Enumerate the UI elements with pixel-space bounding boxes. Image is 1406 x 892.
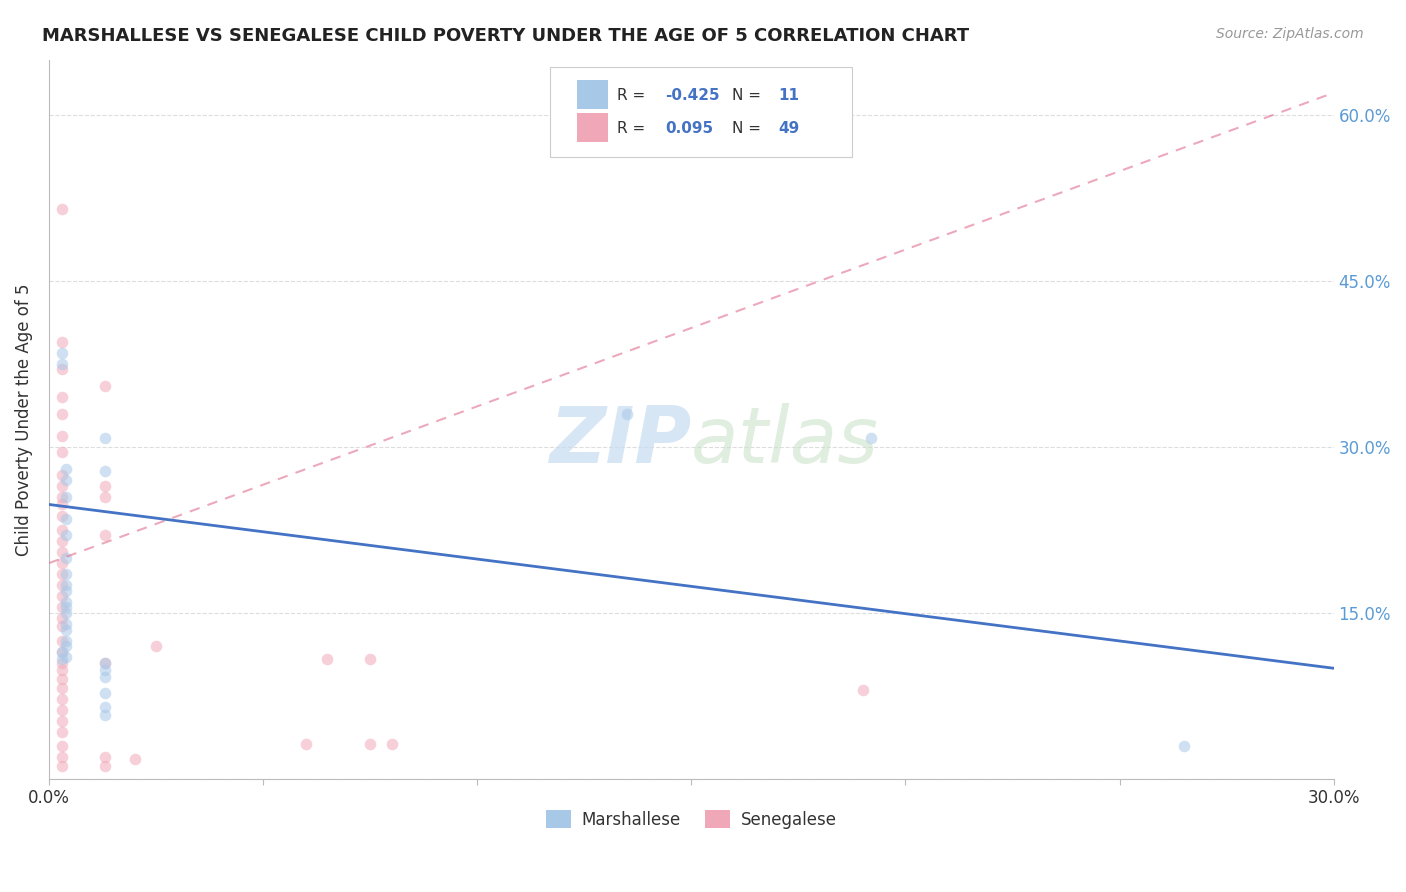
Point: [93, 379, 115, 393]
Text: 49: 49: [779, 121, 800, 136]
Point: [51, 590, 73, 604]
Point: [93, 478, 115, 492]
Point: [51, 645, 73, 659]
Point: [380, 737, 402, 751]
Point: [51, 357, 73, 371]
Point: [93, 431, 115, 445]
Text: N =: N =: [733, 87, 766, 103]
Point: [359, 652, 381, 666]
Point: [51, 645, 73, 659]
Point: [93, 685, 115, 699]
Text: 11: 11: [779, 87, 800, 103]
FancyBboxPatch shape: [576, 80, 607, 109]
Point: [295, 737, 318, 751]
Point: [55, 623, 77, 637]
Point: [51, 467, 73, 482]
Point: [55, 639, 77, 653]
Point: [93, 707, 115, 722]
FancyBboxPatch shape: [550, 67, 852, 157]
Point: [55, 567, 77, 582]
Point: [51, 490, 73, 504]
Text: ZIP: ZIP: [550, 403, 692, 479]
Point: [860, 431, 883, 445]
Point: [51, 362, 73, 376]
Point: [93, 464, 115, 478]
Point: [93, 528, 115, 542]
Point: [51, 664, 73, 678]
Point: [93, 670, 115, 684]
Y-axis label: Child Poverty Under the Age of 5: Child Poverty Under the Age of 5: [15, 283, 32, 556]
Point: [51, 429, 73, 443]
Point: [852, 683, 875, 698]
Text: MARSHALLESE VS SENEGALESE CHILD POVERTY UNDER THE AGE OF 5 CORRELATION CHART: MARSHALLESE VS SENEGALESE CHILD POVERTY …: [42, 27, 969, 45]
Point: [51, 633, 73, 648]
Point: [55, 633, 77, 648]
Text: Source: ZipAtlas.com: Source: ZipAtlas.com: [1216, 27, 1364, 41]
Point: [51, 567, 73, 582]
Text: R =: R =: [617, 121, 650, 136]
Point: [51, 692, 73, 706]
Point: [359, 737, 381, 751]
Point: [51, 681, 73, 695]
Point: [93, 758, 115, 772]
Text: -0.425: -0.425: [665, 87, 720, 103]
Point: [51, 202, 73, 216]
Point: [51, 508, 73, 523]
Point: [51, 600, 73, 615]
Point: [51, 673, 73, 687]
Point: [145, 639, 167, 653]
Point: [93, 749, 115, 764]
Point: [51, 758, 73, 772]
Point: [51, 556, 73, 570]
Point: [55, 583, 77, 598]
Point: [51, 533, 73, 548]
Text: N =: N =: [733, 121, 766, 136]
Point: [316, 652, 339, 666]
Point: [51, 407, 73, 421]
Text: 0.095: 0.095: [665, 121, 714, 136]
Point: [55, 550, 77, 565]
Text: R =: R =: [617, 87, 650, 103]
Point: [55, 473, 77, 487]
Point: [51, 714, 73, 729]
Legend: Marshallese, Senegalese: Marshallese, Senegalese: [540, 804, 844, 835]
FancyBboxPatch shape: [576, 113, 607, 142]
Point: [51, 739, 73, 753]
Point: [51, 523, 73, 537]
Point: [51, 725, 73, 739]
Point: [51, 390, 73, 404]
Point: [55, 578, 77, 592]
Point: [93, 664, 115, 678]
Point: [55, 606, 77, 620]
Point: [1173, 739, 1195, 753]
Text: atlas: atlas: [692, 403, 879, 479]
Point: [55, 595, 77, 609]
Point: [55, 528, 77, 542]
Point: [93, 490, 115, 504]
Point: [51, 545, 73, 559]
Point: [93, 656, 115, 670]
Point: [51, 611, 73, 625]
Point: [51, 478, 73, 492]
Point: [55, 617, 77, 632]
Point: [55, 512, 77, 526]
Point: [55, 462, 77, 476]
Point: [51, 656, 73, 670]
Point: [55, 650, 77, 665]
Point: [51, 619, 73, 633]
Point: [51, 652, 73, 666]
Point: [124, 752, 146, 766]
Point: [93, 700, 115, 714]
Point: [51, 498, 73, 512]
Point: [616, 407, 638, 421]
Point: [51, 334, 73, 349]
Point: [51, 703, 73, 717]
Point: [51, 578, 73, 592]
Point: [55, 490, 77, 504]
Point: [93, 656, 115, 670]
Point: [55, 600, 77, 615]
Point: [51, 346, 73, 360]
Point: [51, 445, 73, 459]
Point: [51, 749, 73, 764]
